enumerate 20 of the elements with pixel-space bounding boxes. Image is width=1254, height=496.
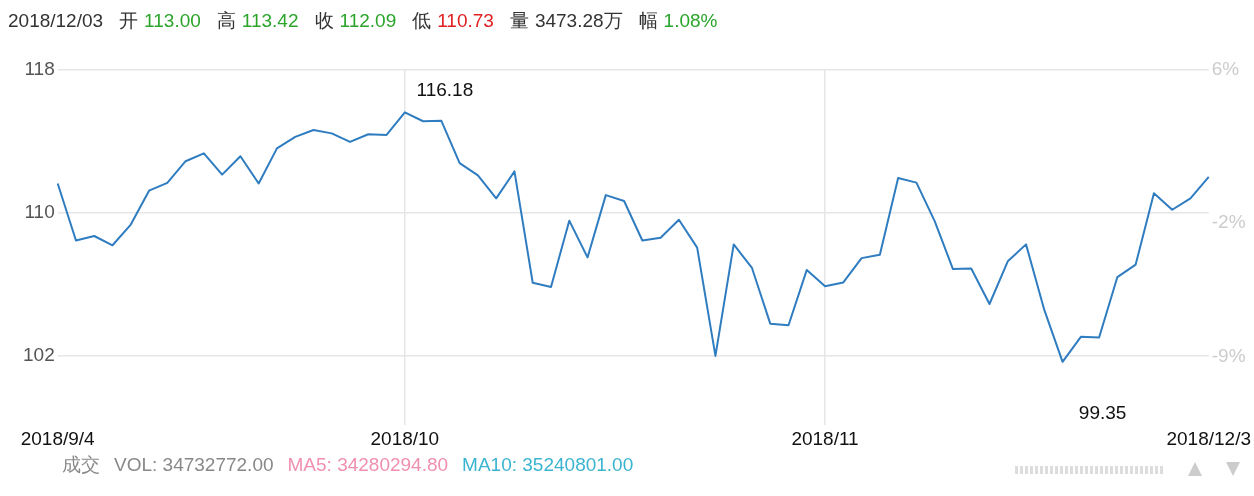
text: MA5: 34280294.80	[287, 454, 449, 475]
text: 成交	[62, 454, 100, 475]
text: 低 110.73	[412, 10, 494, 31]
x-tick-label: 2018/11	[791, 427, 859, 449]
text: 量 3473.28万	[509, 10, 623, 31]
text: 收 112.09	[314, 10, 397, 31]
annotation: 99.35	[1078, 401, 1127, 423]
text: 高 113.42	[216, 10, 299, 31]
x-tick-label: 2018/9/4	[20, 427, 96, 449]
annotation: 116.18	[416, 79, 474, 101]
x-tick-label: 2018/12/3	[1166, 427, 1251, 449]
x-tick-label: 2018/10	[370, 427, 440, 449]
text: VOL: 34732772.00	[114, 454, 274, 475]
y-tick-label: 102	[23, 343, 55, 365]
text: MA10: 35240801.00	[462, 454, 634, 475]
y-tick-label: 110	[24, 201, 55, 223]
y-tick-label: 118	[24, 58, 55, 80]
text: 开 113.00	[119, 10, 201, 31]
text: 幅 1.08%	[638, 10, 718, 31]
chart-title: 2018/12/03	[8, 10, 104, 31]
